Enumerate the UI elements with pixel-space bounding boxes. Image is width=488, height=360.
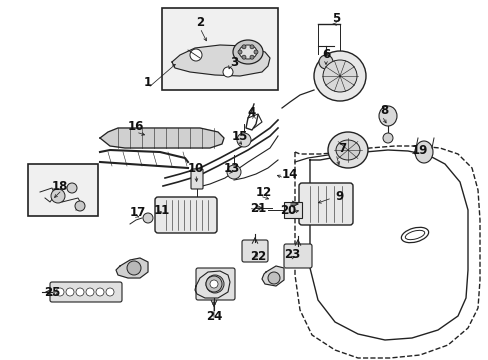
Circle shape [67, 183, 77, 193]
FancyBboxPatch shape [242, 240, 267, 262]
Text: 5: 5 [331, 12, 340, 24]
Circle shape [242, 45, 245, 49]
Ellipse shape [239, 45, 257, 59]
Circle shape [253, 50, 258, 54]
Bar [162, 8, 278, 90]
Text: 3: 3 [229, 55, 238, 68]
Circle shape [226, 165, 241, 179]
Circle shape [51, 189, 65, 203]
FancyBboxPatch shape [284, 244, 311, 268]
Text: 25: 25 [44, 285, 60, 298]
Text: 17: 17 [130, 206, 146, 219]
Text: 1: 1 [143, 76, 152, 89]
Circle shape [223, 67, 232, 77]
Ellipse shape [313, 51, 365, 101]
Polygon shape [262, 266, 284, 286]
Text: 19: 19 [411, 144, 427, 157]
Circle shape [76, 288, 84, 296]
FancyBboxPatch shape [298, 183, 352, 225]
Circle shape [56, 288, 64, 296]
Text: 13: 13 [224, 162, 240, 175]
Circle shape [205, 275, 224, 293]
Ellipse shape [323, 60, 356, 92]
Text: 9: 9 [335, 189, 344, 202]
Text: 7: 7 [337, 141, 346, 154]
Text: 23: 23 [284, 248, 300, 261]
Text: 15: 15 [231, 130, 248, 143]
Circle shape [238, 50, 242, 54]
Ellipse shape [335, 140, 359, 160]
Text: 10: 10 [187, 162, 203, 175]
Circle shape [382, 133, 392, 143]
Text: 8: 8 [379, 104, 387, 117]
Circle shape [242, 55, 245, 59]
Circle shape [249, 45, 253, 49]
Text: 18: 18 [52, 180, 68, 193]
Text: 2: 2 [196, 15, 203, 28]
Text: 6: 6 [321, 48, 329, 60]
Text: 11: 11 [154, 203, 170, 216]
Circle shape [66, 288, 74, 296]
Circle shape [106, 288, 114, 296]
Circle shape [75, 201, 85, 211]
Circle shape [190, 49, 202, 61]
FancyBboxPatch shape [191, 169, 203, 189]
Circle shape [267, 272, 280, 284]
Polygon shape [100, 128, 224, 148]
Circle shape [318, 55, 332, 69]
Ellipse shape [378, 106, 396, 126]
Bar [28, 164, 98, 216]
Text: 24: 24 [205, 310, 222, 323]
Circle shape [237, 133, 250, 147]
Circle shape [127, 261, 141, 275]
FancyBboxPatch shape [50, 282, 122, 302]
Ellipse shape [405, 230, 424, 240]
Circle shape [96, 288, 104, 296]
Circle shape [209, 280, 218, 288]
Text: 12: 12 [255, 185, 271, 198]
Text: 21: 21 [249, 202, 265, 215]
Polygon shape [116, 258, 148, 278]
Ellipse shape [414, 141, 432, 163]
Bar [284, 202, 302, 218]
FancyBboxPatch shape [196, 268, 235, 300]
Polygon shape [172, 45, 269, 76]
Text: 22: 22 [249, 249, 265, 262]
Circle shape [249, 55, 253, 59]
Ellipse shape [401, 227, 428, 243]
Text: 4: 4 [247, 105, 256, 118]
Polygon shape [195, 271, 229, 298]
Text: 14: 14 [281, 167, 298, 180]
FancyBboxPatch shape [155, 197, 217, 233]
Circle shape [205, 276, 222, 292]
Text: 20: 20 [279, 203, 296, 216]
Ellipse shape [232, 40, 263, 64]
Circle shape [86, 288, 94, 296]
Ellipse shape [327, 132, 367, 168]
Text: 16: 16 [127, 120, 144, 132]
Circle shape [142, 213, 153, 223]
